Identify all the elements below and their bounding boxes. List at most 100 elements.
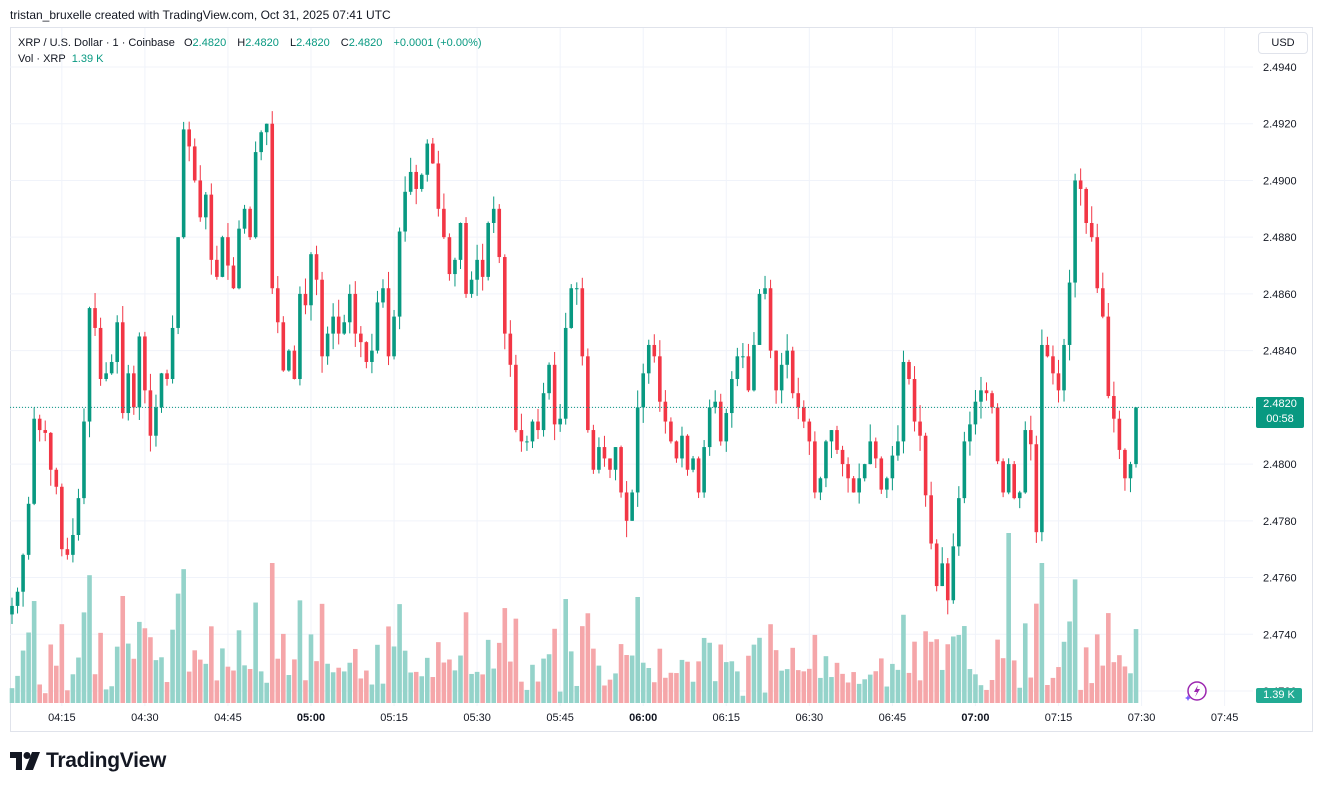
volume-bar: [197, 659, 203, 703]
candle-body: [187, 129, 191, 147]
volume-bar: [386, 626, 391, 703]
price-tick-label: 2.4880: [1263, 232, 1297, 244]
tradingview-logo-text: TradingView: [46, 749, 167, 772]
time-axis: 04:15 04:30 04:45 05:00 05:15 05:30 05:45 06:00…: [48, 712, 1238, 724]
candle-body: [630, 492, 634, 521]
volume-bar: [795, 670, 801, 703]
volume-bar: [607, 679, 613, 703]
volume-bar: [530, 664, 535, 703]
volume-bar: [580, 626, 585, 703]
volume-bar: [103, 689, 109, 703]
volume-bar: [779, 670, 784, 703]
volume-title[interactable]: Vol · XRP: [18, 53, 66, 65]
volume-bar: [131, 658, 137, 703]
symbol-title[interactable]: XRP / U.S. Dollar · 1 · Coinbase: [18, 37, 175, 49]
price-tick-label: 2.4780: [1263, 516, 1297, 528]
volume-bar: [153, 660, 159, 703]
candle-body: [901, 361, 906, 442]
volume-bar: [369, 684, 375, 703]
volume-bar: [192, 650, 198, 703]
candle-body: [840, 449, 845, 465]
time-tick-label: 06:30: [796, 712, 824, 724]
candle-body: [148, 390, 153, 436]
candle-body: [1112, 396, 1116, 419]
volume-bar: [1034, 603, 1039, 703]
volume-bar: [142, 628, 148, 703]
volume-bar: [447, 659, 452, 703]
volume-bar: [552, 628, 557, 703]
volume-bar: [458, 655, 463, 703]
candle-body: [359, 333, 363, 343]
time-tick-label: 07:45: [1211, 712, 1239, 724]
candle-body: [292, 350, 297, 379]
candle-body: [370, 350, 374, 362]
candle-body: [663, 401, 668, 422]
candle-body: [60, 486, 64, 550]
volume-bar: [945, 644, 951, 703]
candle-body: [779, 364, 784, 391]
last-price-value: 2.4820: [1263, 398, 1297, 410]
candle-body: [995, 407, 1000, 462]
candle-body: [885, 478, 889, 490]
candle-body: [918, 421, 922, 436]
candle-body: [680, 435, 684, 459]
volume-bar: [867, 674, 873, 703]
candle-body: [248, 208, 252, 238]
candle-body: [951, 546, 956, 601]
volume-bar: [928, 641, 934, 703]
volume-bar: [901, 614, 906, 703]
low-label: L: [289, 37, 297, 49]
candle-body: [718, 401, 723, 442]
volume-bar: [984, 689, 989, 703]
candle-body: [962, 441, 967, 499]
volume-bar: [92, 674, 98, 703]
ohlc-legend-row: XRP / U.S. Dollar · 1 · Coinbase O2.4820…: [18, 35, 482, 51]
volume-bar: [402, 650, 408, 703]
candle-body: [480, 259, 485, 277]
volume-bar: [1061, 641, 1067, 703]
tradingview-logo[interactable]: TradingView: [10, 749, 166, 773]
candle-body: [674, 441, 679, 459]
volume-bar: [585, 613, 591, 703]
candle-body: [109, 361, 114, 374]
candle-body: [447, 237, 452, 275]
time-tick-label: 07:15: [1045, 712, 1073, 724]
candle-body: [242, 208, 247, 229]
candle-body: [226, 237, 230, 266]
volume-bar: [76, 657, 81, 703]
volume-bar: [574, 685, 580, 703]
time-tick-label: 04:30: [131, 712, 159, 724]
volume-bar: [690, 681, 696, 703]
volume-bar: [906, 672, 912, 703]
candle-body: [270, 123, 275, 289]
candle-body: [453, 259, 457, 275]
candle-body: [685, 435, 690, 470]
volume-bar: [242, 665, 247, 703]
volume-bar: [762, 692, 768, 703]
candle-body: [801, 407, 806, 422]
volume-bar: [9, 688, 15, 703]
candle-body: [137, 336, 142, 408]
candle-body: [945, 563, 950, 601]
candle-body: [934, 543, 939, 587]
sparkle-icon[interactable]: [1185, 680, 1207, 702]
candle-body: [1040, 344, 1044, 533]
volume-bar: [950, 636, 956, 703]
candle-body: [21, 554, 25, 592]
candle-body: [353, 293, 358, 334]
candle-body: [275, 288, 280, 323]
volume-bar: [48, 644, 54, 703]
volume-bar: [1050, 677, 1056, 703]
candle-body: [619, 447, 623, 493]
candle-body: [541, 393, 546, 431]
candle-body: [1089, 223, 1094, 238]
volume-bar: [967, 669, 973, 703]
volume-bar: [508, 661, 513, 703]
volume-bar: [408, 672, 413, 703]
candle-body: [669, 421, 673, 442]
volume-bar: [668, 672, 674, 703]
candle-body: [442, 208, 446, 238]
currency-button[interactable]: USD: [1258, 32, 1308, 54]
volume-bar: [137, 621, 142, 703]
